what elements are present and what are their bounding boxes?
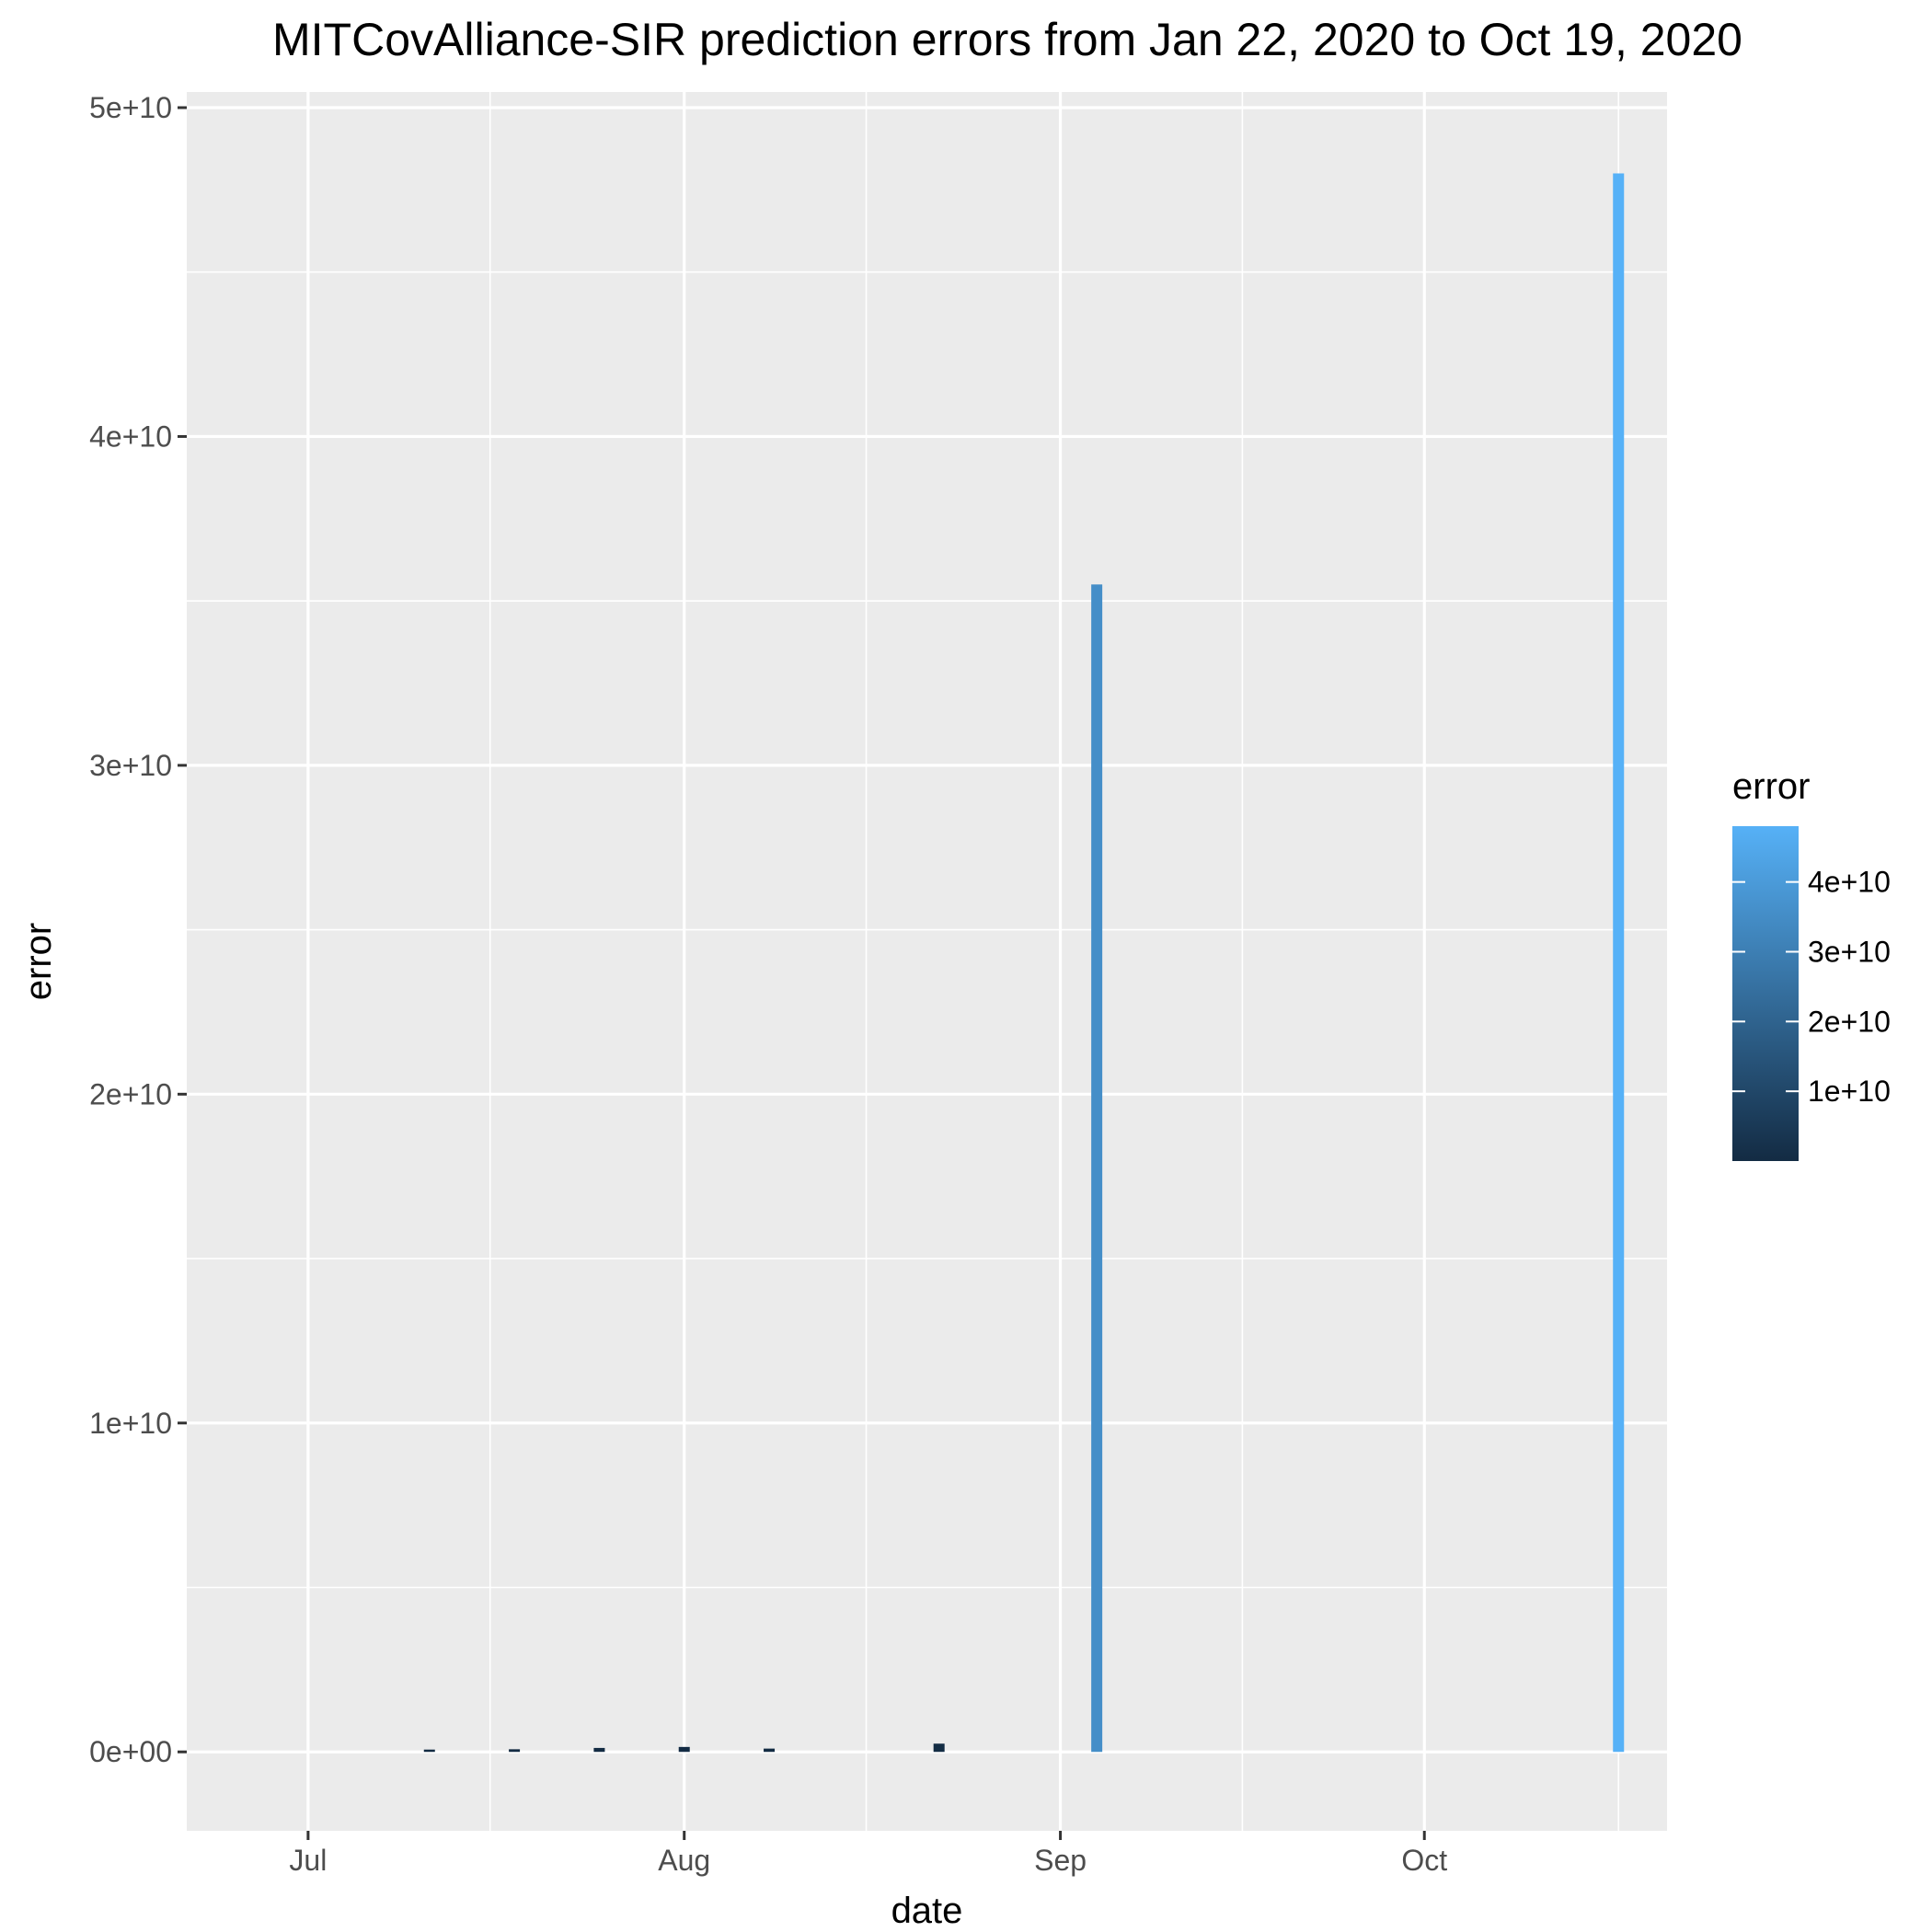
colorbar-tick-label: 4e+10	[1808, 866, 1891, 899]
y-axis: 0e+00 1e+10 2e+10 3e+10 4e+10 5e+10	[89, 91, 187, 1768]
colorbar	[1732, 826, 1799, 1161]
bar	[678, 1746, 690, 1753]
chart-title: MITCovAlliance-SIR prediction errors fro…	[272, 14, 1742, 65]
x-tick-label: Sep	[1034, 1844, 1087, 1877]
y-tick-label: 5e+10	[89, 91, 172, 124]
x-tick-label: Jul	[289, 1844, 327, 1877]
y-tick-label: 3e+10	[89, 749, 172, 782]
x-axis: Jul Aug Sep Oct	[289, 1831, 1447, 1877]
bar	[764, 1748, 776, 1753]
y-tick-label: 0e+00	[89, 1735, 172, 1768]
legend-title: error	[1732, 766, 1810, 807]
colorbar-tick-label: 1e+10	[1808, 1075, 1891, 1108]
bar	[1091, 584, 1103, 1753]
colorbar-tick-label: 3e+10	[1808, 936, 1891, 969]
bar	[1613, 173, 1625, 1753]
x-tick-label: Aug	[658, 1844, 710, 1877]
x-axis-title: date	[891, 1891, 963, 1931]
bar	[593, 1747, 605, 1753]
plot-panel	[187, 92, 1667, 1831]
bar	[933, 1743, 945, 1753]
colorbar-tick-label: 2e+10	[1808, 1005, 1891, 1038]
y-tick-label: 2e+10	[89, 1077, 172, 1110]
y-tick-label: 4e+10	[89, 420, 172, 453]
bars	[423, 173, 1625, 1753]
colorbar-ticks: 1e+10 2e+10 3e+10 4e+10	[1732, 866, 1891, 1108]
bar	[509, 1749, 521, 1753]
y-axis-title: error	[18, 923, 59, 1000]
legend: error 1e+10 2e+10 3e+10 4e+10	[1732, 766, 1891, 1161]
y-tick-label: 1e+10	[89, 1407, 172, 1440]
grid-major	[187, 92, 1667, 1831]
x-tick-label: Oct	[1401, 1844, 1447, 1877]
bar	[423, 1749, 435, 1753]
